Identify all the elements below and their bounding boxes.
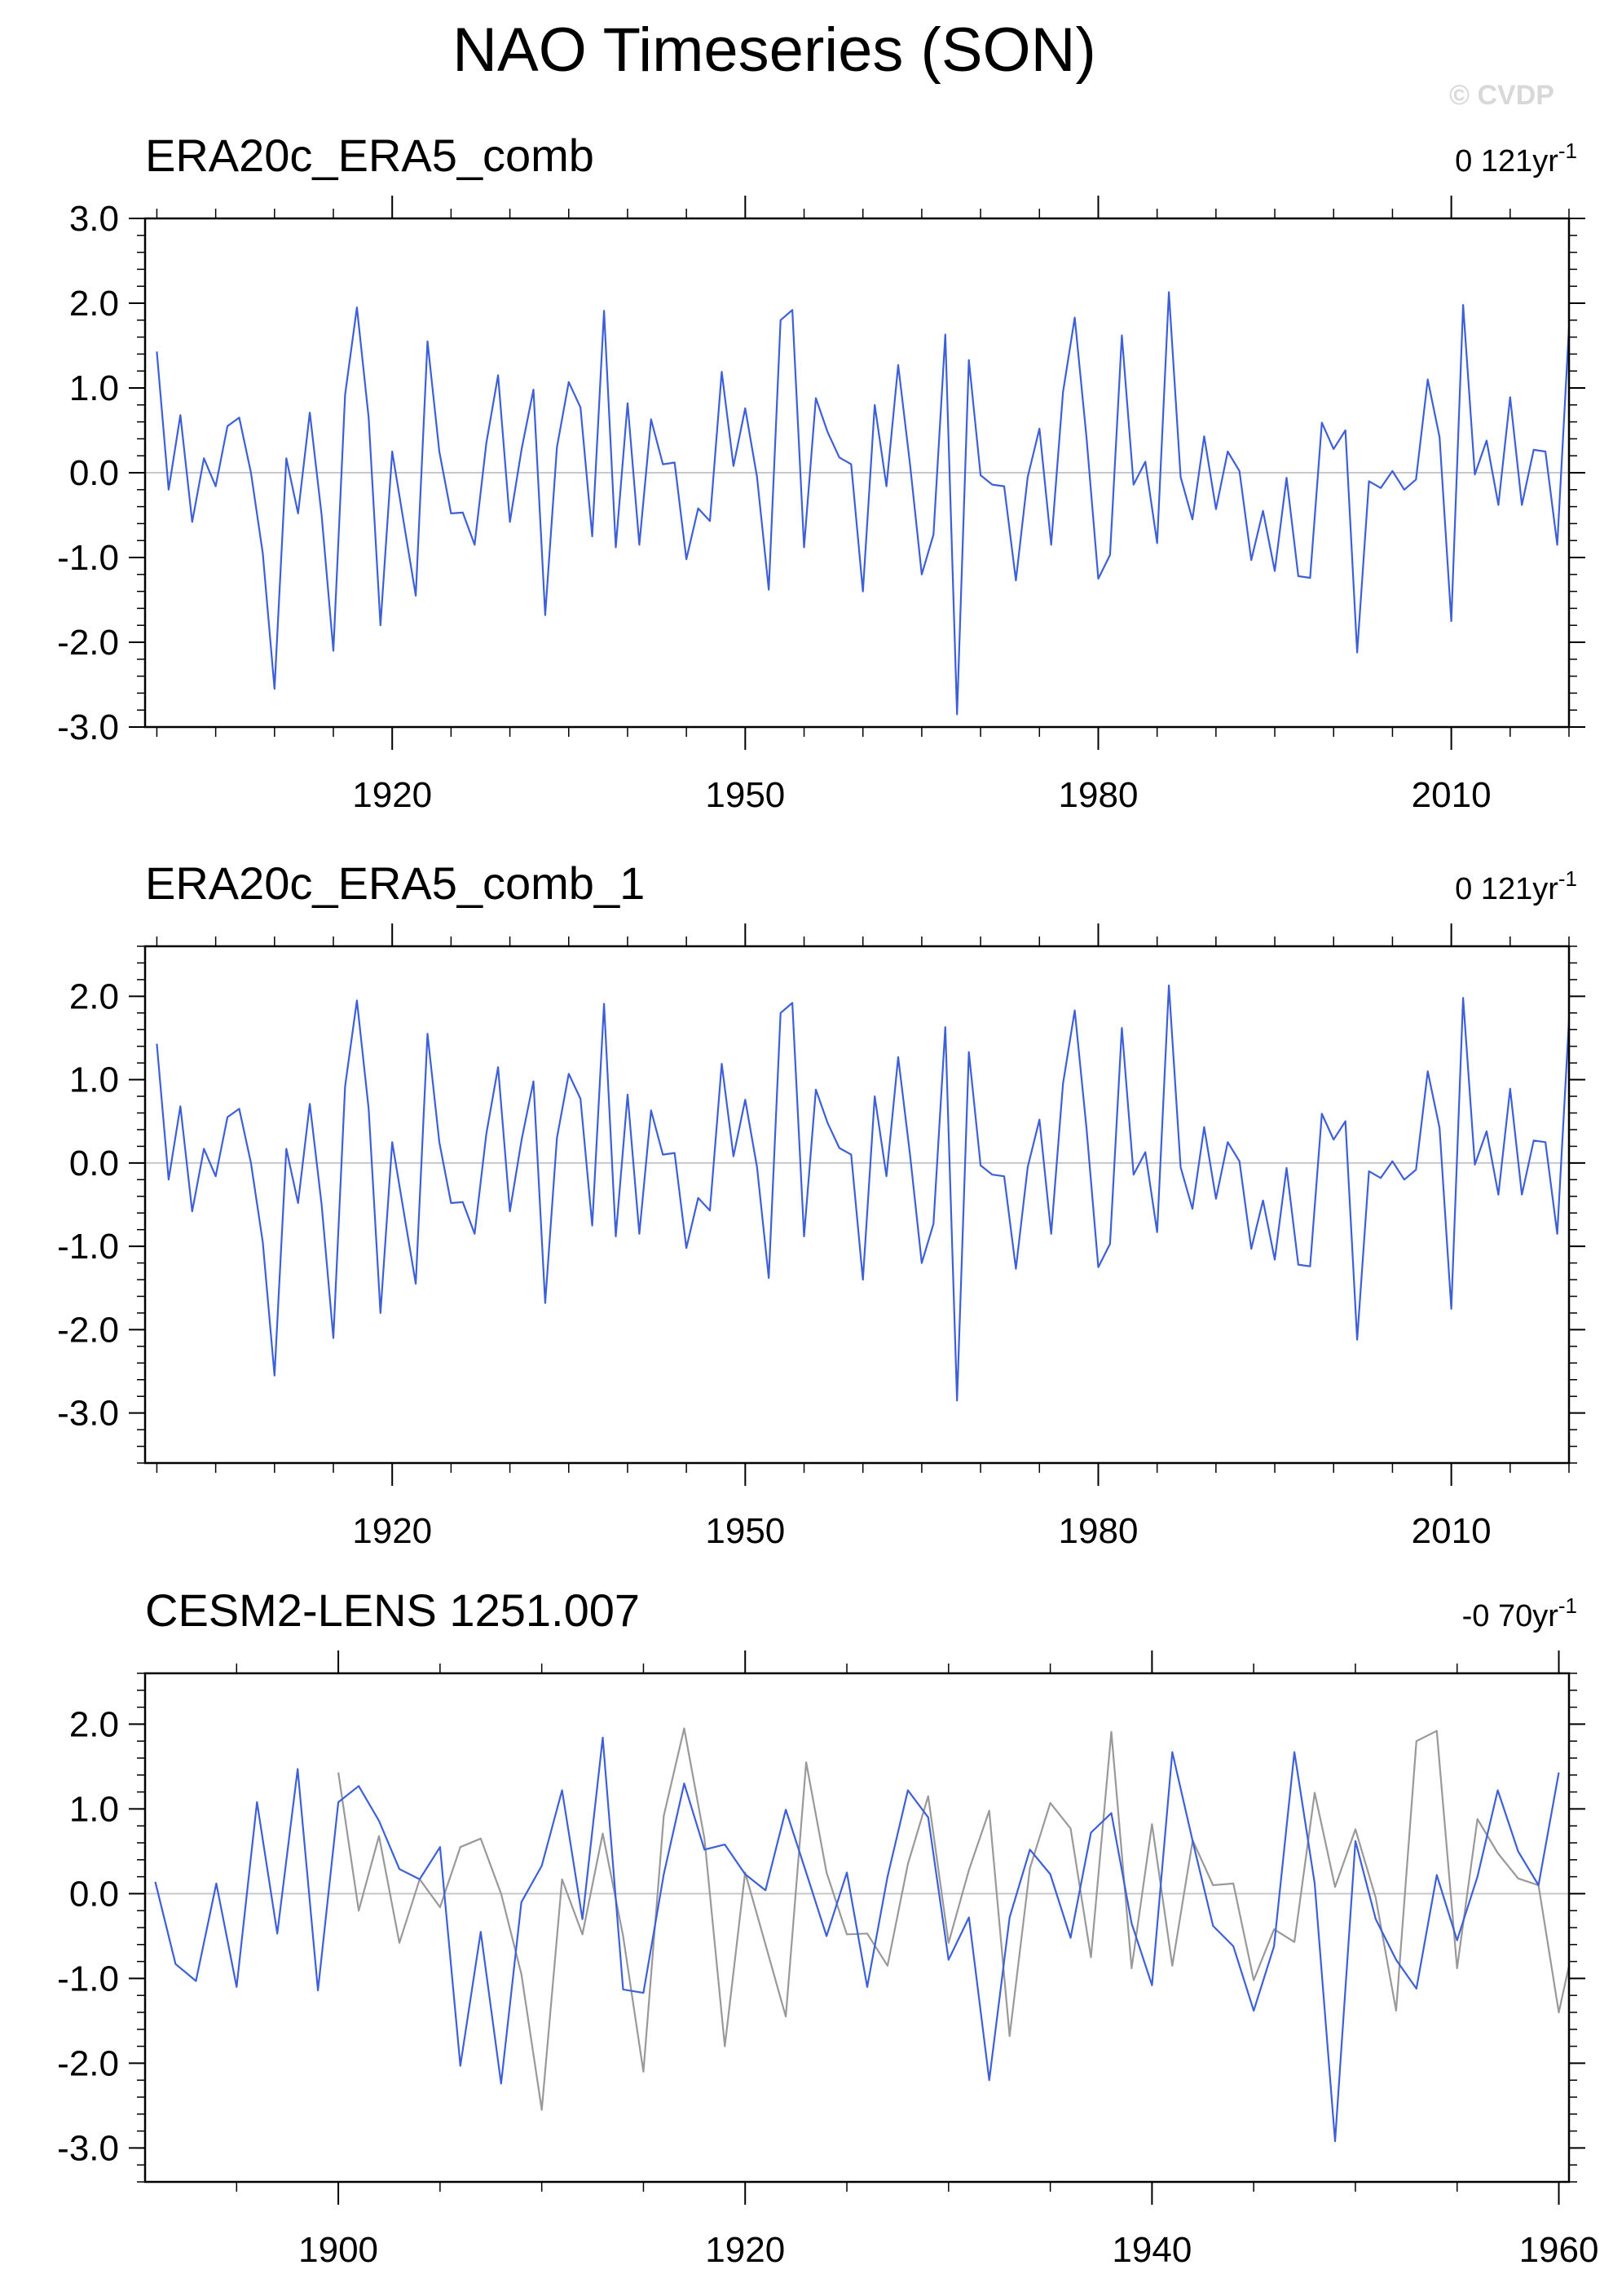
series-line-primary [154, 1736, 1560, 2143]
series-line-primary [156, 984, 1569, 1402]
y-tick-label: -3.0 [57, 1394, 119, 1434]
panel-title: ERA20c_ERA5_comb [145, 130, 594, 181]
trend-exponent: -1 [1558, 139, 1577, 163]
plot-frame [143, 945, 1571, 1465]
panel-title: CESM2-LENS 1251.007 [145, 1584, 640, 1636]
y-tick-label: 2.0 [69, 1704, 119, 1744]
x-tick-label: 1920 [705, 2230, 785, 2270]
trend-value: -0 70yr [1462, 1599, 1559, 1633]
y-tick-label: 3.0 [69, 199, 119, 239]
x-tick-label: 1950 [705, 1511, 785, 1551]
y-tick-label: -3.0 [57, 707, 119, 747]
y-tick-label: 2.0 [69, 284, 119, 324]
plot-frame [143, 217, 1571, 729]
y-tick-label: -1.0 [57, 1227, 119, 1267]
y-tick-label: -3.0 [57, 2128, 119, 2168]
series-line-secondary [337, 1727, 1569, 2111]
y-tick-label: 1.0 [69, 1789, 119, 1829]
y-tick-label: 0.0 [69, 1144, 119, 1183]
y-tick-label: 0.0 [69, 1874, 119, 1914]
panel-trend-label: 0 121yr-1 [1455, 139, 1577, 178]
trend-exponent: -1 [1558, 866, 1577, 891]
panel-title: ERA20c_ERA5_comb_1 [145, 857, 645, 909]
y-tick-label: -2.0 [57, 623, 119, 663]
trend-value: 0 121yr [1455, 872, 1558, 906]
y-tick-label: -2.0 [57, 2043, 119, 2083]
plot-frame [143, 1672, 1571, 2184]
panel-trend-label: -0 70yr-1 [1462, 1593, 1577, 1633]
x-tick-label: 1920 [352, 1511, 432, 1551]
x-tick-label: 1980 [1059, 775, 1139, 815]
x-tick-label: 2010 [1412, 1511, 1492, 1551]
x-tick-label: 1950 [705, 775, 785, 815]
trend-exponent: -1 [1558, 1593, 1577, 1618]
x-tick-label: 1920 [352, 775, 432, 815]
x-tick-label: 1980 [1059, 1511, 1139, 1551]
panel-era20c-era5-comb-1: ERA20c_ERA5_comb_1 0 121yr-1 2.0 1.0 0.0 -1.0… [57, 857, 1585, 1551]
x-tick-label: 2010 [1412, 775, 1492, 815]
x-tick-label: 1940 [1112, 2230, 1192, 2270]
y-tick-label: 0.0 [69, 453, 119, 493]
x-tick-label: 1900 [298, 2230, 378, 2270]
panel-cesm2-lens: CESM2-LENS 1251.007 -0 70yr-1 2.0 1.0 0.0 -1.… [57, 1584, 1598, 2270]
panel-era20c-era5-comb: ERA20c_ERA5_comb 0 121yr-1 3.0 2.0 1.0 0.0 -1.… [57, 130, 1585, 815]
y-tick-label: 2.0 [69, 976, 119, 1016]
y-tick-label: -1.0 [57, 538, 119, 578]
y-tick-label: 1.0 [69, 368, 119, 408]
trend-value: 0 121yr [1455, 144, 1558, 178]
panel-trend-label: 0 121yr-1 [1455, 866, 1577, 906]
y-tick-label: -1.0 [57, 1959, 119, 1999]
y-tick-label: -2.0 [57, 1310, 119, 1350]
series-line-primary [156, 291, 1569, 716]
y-tick-label: 1.0 [69, 1060, 119, 1100]
cvdp-watermark: © CVDP [1449, 80, 1554, 111]
x-tick-label: 1960 [1519, 2230, 1599, 2270]
figure-title: NAO Timeseries (SON) [452, 15, 1096, 85]
